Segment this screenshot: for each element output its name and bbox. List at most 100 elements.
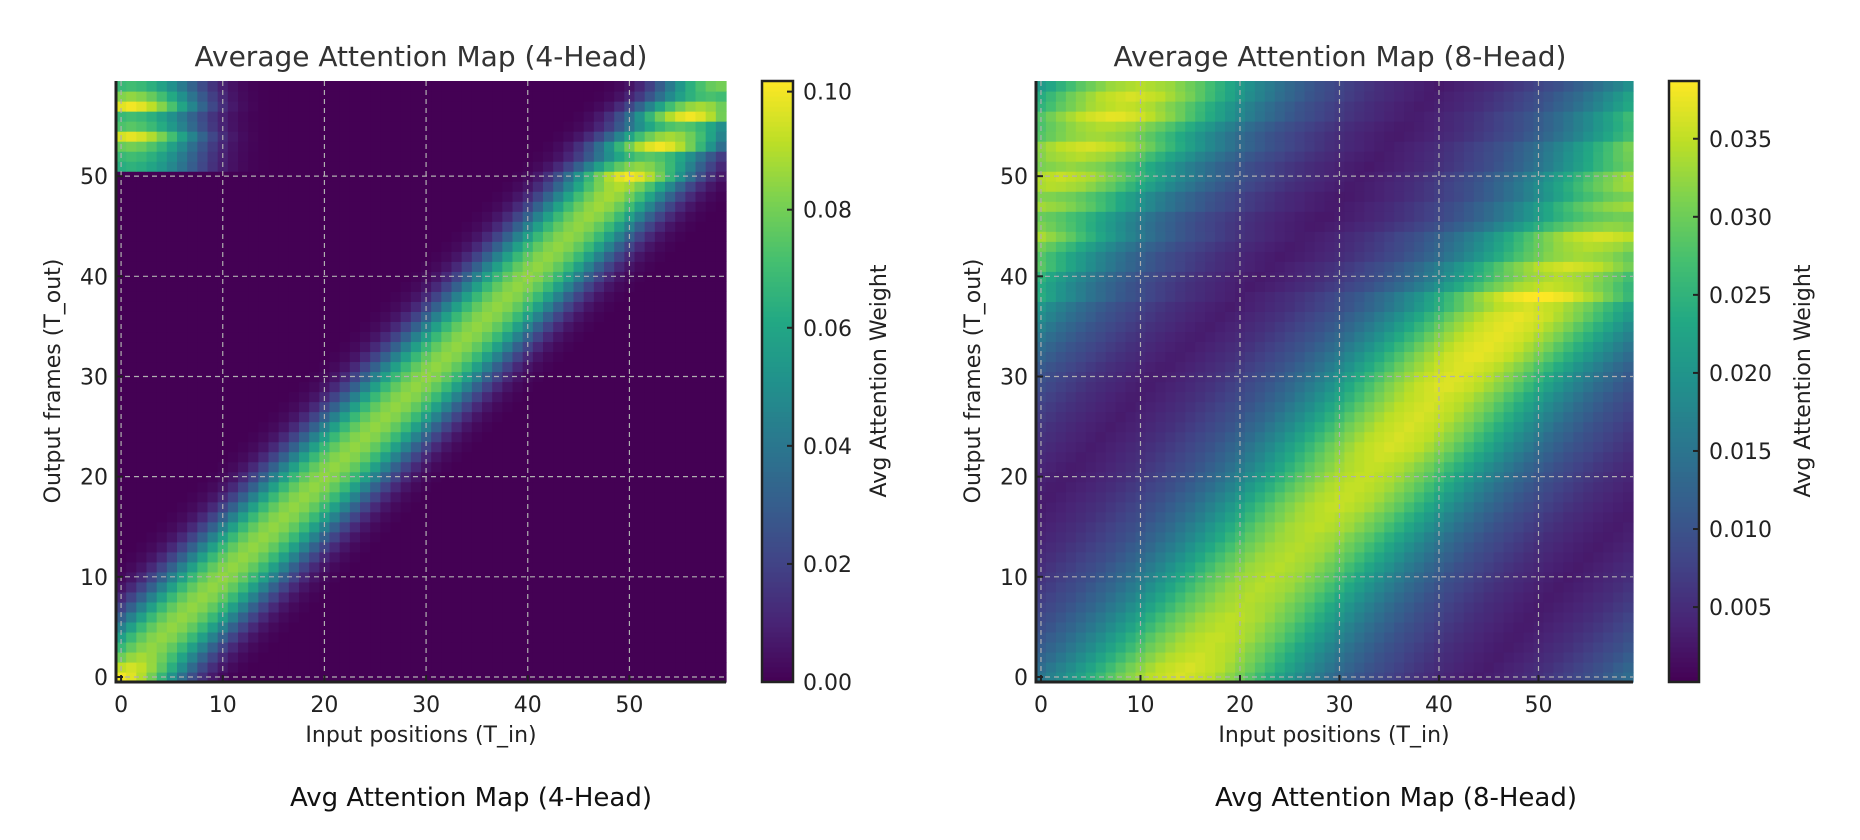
heatmap-cell [1324,631,1336,643]
heatmap-cell [532,111,544,122]
heatmap-cell [207,281,219,292]
heatmap-cell [126,521,137,533]
heatmap-cell [1175,491,1186,503]
heatmap-cell [614,651,625,663]
heatmap-cell [1603,541,1614,553]
heatmap-cell [654,281,666,292]
heatmap-cell [685,241,697,252]
heatmap-cell [248,81,259,92]
heatmap-cell [380,91,392,102]
heatmap-cell [654,251,666,262]
heatmap-cell [410,291,422,302]
colorbar-gradient-step [762,511,793,518]
heatmap-cell [370,371,381,383]
heatmap-cell [197,261,209,272]
heatmap-cell [339,261,351,272]
heatmap-cell [400,411,412,423]
heatmap-cell [268,581,280,593]
heatmap-cell [197,491,209,503]
heatmap-cell [1603,491,1614,503]
heatmap-cell [583,131,595,142]
heatmap-cell [166,91,178,102]
heatmap-cell [360,521,371,533]
heatmap-cell [238,651,249,663]
heatmap-cell [512,551,524,563]
heatmap-cell [1493,511,1505,523]
heatmap-cell [258,261,270,272]
heatmap-cell [1573,651,1584,663]
heatmap-cell [695,151,707,162]
colorbar-gradient-step [762,436,793,443]
heatmap-cell [654,361,666,373]
heatmap-cell [1055,501,1067,513]
heatmap-cell [1553,641,1564,653]
heatmap-cell [360,571,371,583]
heatmap-cell [299,651,310,663]
heatmap-cell [563,231,575,242]
heatmap-cell [349,351,361,363]
heatmap-cell [339,311,351,322]
heatmap-cell [675,521,686,533]
heatmap-cell [431,291,442,302]
heatmap-cell [390,291,402,302]
heatmap-cell [360,661,371,673]
heatmap-cell [309,221,320,232]
heatmap-cell [1354,661,1365,673]
heatmap-cell [207,221,219,232]
heatmap-cell [634,421,646,433]
heatmap-cell [1623,551,1634,563]
heatmap-cell [695,571,707,583]
heatmap-cell [390,191,402,202]
heatmap-cell [187,641,198,653]
heatmap-cell [482,151,493,162]
heatmap-cell [217,91,229,102]
heatmap-cell [319,191,331,202]
heatmap-cell [675,241,686,252]
heatmap-cell [197,381,209,393]
colorbar-gradient-step [762,426,793,433]
heatmap-cell [1623,561,1634,573]
heatmap-cell [644,261,656,272]
heatmap-cell [685,81,697,92]
heatmap-cell [573,401,585,413]
heatmap-cell [461,231,473,242]
heatmap-cell [482,501,493,513]
heatmap-cell [126,311,137,322]
heatmap-cell [238,131,249,142]
heatmap-cell [1135,631,1147,643]
heatmap-cell [715,141,727,152]
heatmap-cell [288,251,300,262]
heatmap-cell [156,301,168,312]
heatmap-cell [187,551,198,563]
heatmap-cell [1364,651,1375,663]
heatmap-cell [1613,491,1624,503]
heatmap-cell [1095,541,1107,553]
heatmap-cell [543,141,554,152]
heatmap-cell [441,501,453,513]
heatmap-cell [532,541,544,553]
heatmap-cell [431,281,442,292]
heatmap-cell [349,301,361,312]
heatmap-cell [268,91,280,102]
heatmap-cell [258,321,270,333]
heatmap-cell [217,81,229,92]
heatmap-cell [197,341,209,353]
heatmap-cell [685,131,697,142]
heatmap-cell [197,411,209,423]
heatmap-cell [1284,611,1296,623]
heatmap-cell [268,621,280,633]
heatmap-cell [604,381,615,393]
heatmap-cell [482,521,493,533]
heatmap-cells [116,81,727,683]
heatmap-cell [695,121,707,132]
heatmap-cell [634,281,646,292]
heatmap-cell [360,161,371,172]
heatmap-cell [685,461,697,473]
heatmap-cell [1155,531,1166,543]
heatmap-cell [227,641,239,653]
heatmap-cell [471,341,483,353]
heatmap-cell [278,481,290,493]
heatmap-cell [146,121,158,132]
heatmap-cell [461,621,473,633]
heatmap-cell [471,451,483,463]
